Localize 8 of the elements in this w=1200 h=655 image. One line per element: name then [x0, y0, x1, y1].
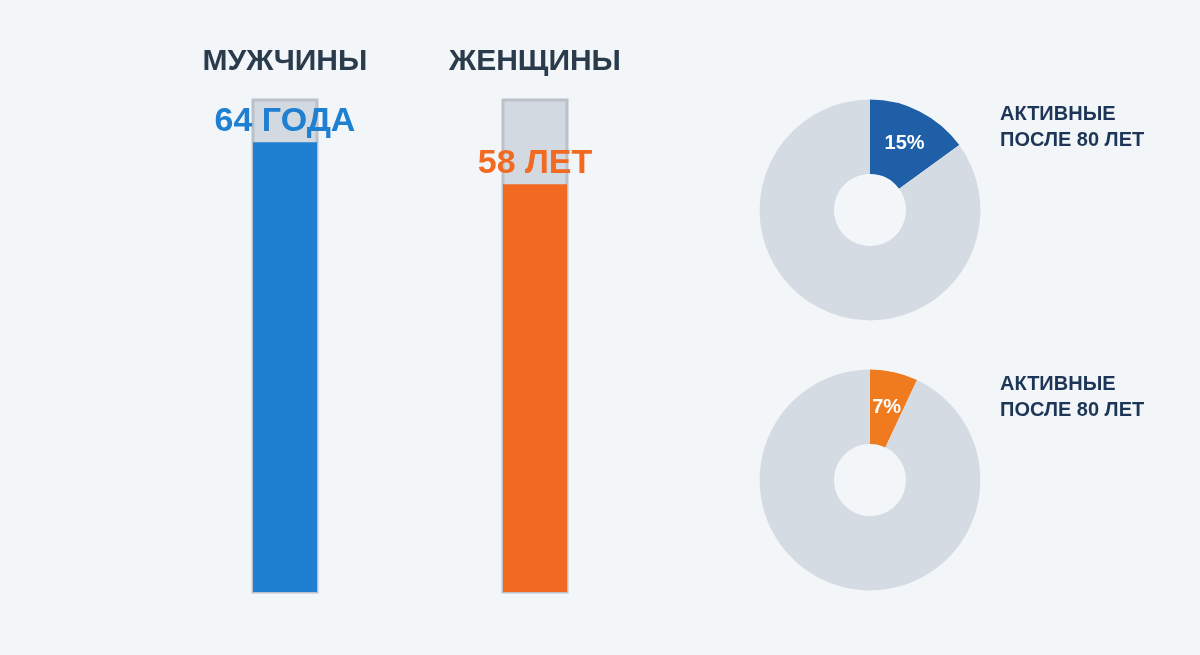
text: АКТИВНЫЕ ПОСЛЕ 80 ЛЕТ: [1000, 101, 1145, 152]
text: АКТИВНЫЕ ПОСЛЕ 80 ЛЕТ: [1000, 371, 1145, 422]
data-label: 64 ГОДА: [214, 100, 356, 139]
data-label: 15%: [884, 131, 925, 154]
x-tick-label: ЖЕНЩИНЫ: [448, 42, 621, 76]
x-tick-label: МУЖЧИНЫ: [202, 42, 368, 76]
data-label: 7%: [872, 394, 902, 417]
data-label: 58 ЛЕТ: [477, 142, 593, 181]
